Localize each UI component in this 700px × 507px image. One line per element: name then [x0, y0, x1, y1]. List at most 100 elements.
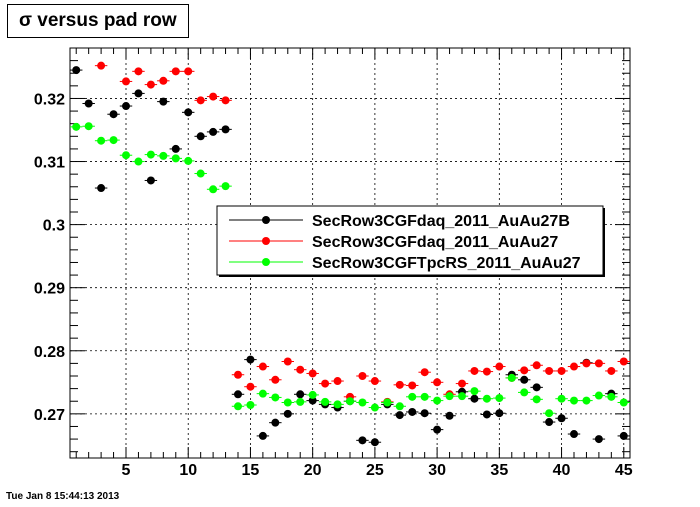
x-tick-label: 40 — [553, 462, 571, 479]
data-point-series-3 — [346, 397, 354, 406]
data-point-series-1 — [159, 97, 168, 106]
data-point-series-1 — [557, 414, 566, 423]
data-point-series-3 — [582, 396, 591, 405]
data-point-series-1 — [358, 436, 367, 445]
data-point-series-2 — [607, 366, 616, 375]
data-point-series-1 — [445, 411, 454, 420]
data-point-series-3 — [296, 397, 305, 406]
data-point-series-3 — [370, 403, 379, 412]
data-point-series-1 — [482, 410, 491, 419]
data-point-series-1 — [271, 418, 280, 427]
data-point-series-2 — [545, 366, 554, 375]
data-point-series-3 — [72, 122, 81, 131]
data-point-series-2 — [97, 61, 106, 70]
data-point-series-1 — [570, 430, 578, 439]
data-point-series-3 — [520, 388, 529, 397]
data-point-series-2 — [370, 377, 379, 386]
data-point-series-1 — [234, 390, 242, 399]
data-point-series-3 — [408, 392, 417, 401]
x-tick-label: 20 — [304, 462, 322, 479]
data-point-series-2 — [532, 361, 541, 370]
data-point-series-2 — [246, 382, 255, 391]
y-tick-label: 0.31 — [34, 155, 65, 172]
data-point-series-1 — [520, 375, 529, 384]
data-point-series-2 — [159, 76, 168, 85]
data-point-series-1 — [146, 176, 155, 185]
data-point-series-3 — [97, 136, 106, 145]
data-point-series-2 — [458, 379, 466, 388]
data-point-series-1 — [395, 411, 404, 420]
data-point-series-1 — [420, 409, 429, 418]
data-point-series-2 — [146, 80, 155, 89]
x-tick-label: 5 — [122, 462, 131, 479]
data-point-series-2 — [221, 96, 230, 105]
data-point-series-1 — [296, 390, 305, 399]
data-point-series-1 — [122, 102, 130, 111]
data-point-series-3 — [557, 394, 566, 403]
data-point-series-3 — [458, 392, 466, 401]
data-point-series-3 — [333, 400, 342, 409]
data-point-series-1 — [97, 184, 106, 193]
data-point-series-3 — [84, 122, 93, 131]
data-point-series-3 — [619, 398, 628, 407]
data-point-series-1 — [433, 425, 442, 434]
tick-labels: 5 10 15 20 25 30 35 40 45 0.27 0.28 0.29 0.3 0.31 0.32 — [34, 91, 633, 479]
data-point-series-2 — [184, 67, 193, 76]
data-point-series-2 — [209, 92, 218, 101]
data-point-series-3 — [109, 136, 118, 145]
legend-entry: SecRow3CGFTpcRS_2011_AuAu27 — [312, 255, 581, 272]
data-point-series-2 — [308, 369, 317, 378]
data-point-series-2 — [122, 77, 130, 86]
data-point-series-2 — [196, 96, 205, 105]
data-point-series-2 — [408, 381, 417, 390]
data-point-series-1 — [258, 431, 267, 440]
data-point-series-3 — [234, 402, 242, 411]
data-point-series-1 — [370, 438, 379, 447]
data-point-series-1 — [308, 396, 317, 405]
data-point-series-2 — [321, 379, 330, 388]
data-point-series-1 — [495, 409, 504, 418]
data-point-series-2 — [171, 67, 180, 76]
data-point-series-2 — [619, 357, 628, 366]
data-point-series-1 — [209, 127, 218, 136]
x-tick-label: 25 — [366, 462, 384, 479]
data-point-series-2 — [557, 366, 566, 375]
x-tick-label: 15 — [242, 462, 260, 479]
legend-marker — [262, 237, 270, 245]
data-point-series-2 — [333, 377, 342, 386]
data-point-series-2 — [495, 362, 504, 371]
timestamp: Tue Jan 8 15:44:13 2013 — [6, 491, 120, 502]
data-point-series-3 — [358, 398, 367, 407]
data-point-series-1 — [72, 66, 81, 75]
x-tick-label: 45 — [615, 462, 633, 479]
data-point-series-3 — [395, 402, 404, 411]
x-tick-label: 30 — [428, 462, 446, 479]
data-point-series-3 — [607, 392, 616, 401]
data-point-series-2 — [433, 378, 442, 387]
data-point-series-1 — [246, 355, 255, 364]
y-tick-label: 0.27 — [34, 407, 65, 424]
data-point-series-2 — [296, 365, 305, 374]
legend-marker — [262, 258, 270, 266]
data-point-series-2 — [520, 366, 529, 375]
y-tick-label: 0.32 — [34, 91, 65, 108]
x-tick-label: 35 — [490, 462, 508, 479]
data-point-series-1 — [109, 110, 118, 119]
data-point-series-2 — [134, 67, 143, 76]
data-point-series-3 — [445, 392, 454, 401]
chart-title: σ versus pad row — [7, 4, 189, 38]
data-point-series-3 — [258, 389, 267, 398]
data-point-series-2 — [271, 375, 280, 384]
data-point-series-1 — [594, 435, 603, 444]
data-point-series-1 — [184, 108, 193, 117]
legend-marker — [262, 216, 270, 224]
data-point-series-3 — [184, 156, 193, 165]
data-point-series-2 — [570, 362, 578, 371]
data-point-series-3 — [507, 373, 516, 382]
data-point-series-1 — [408, 407, 417, 416]
data-point-series-2 — [582, 359, 591, 368]
data-point-series-3 — [134, 157, 143, 166]
data-point-series-1 — [171, 144, 180, 153]
data-point-series-3 — [383, 398, 392, 407]
